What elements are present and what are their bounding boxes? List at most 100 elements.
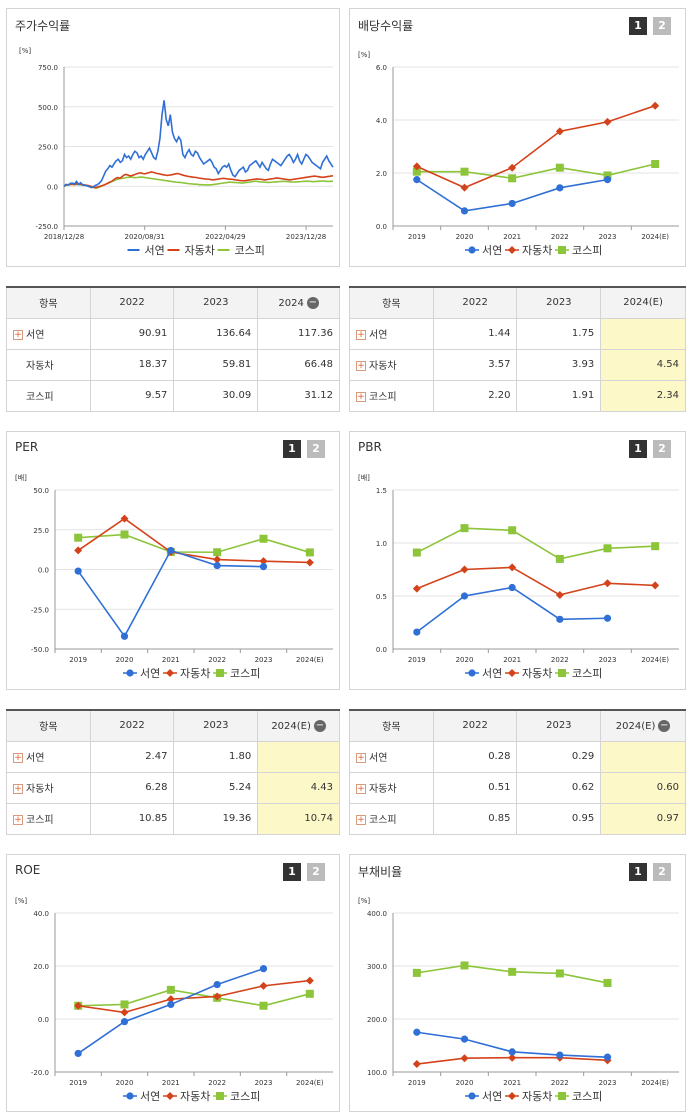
expand-icon[interactable]: + — [13, 330, 23, 340]
collapse-icon[interactable]: − — [313, 719, 326, 732]
row-name: 코스피 — [26, 815, 54, 826]
data-point — [167, 546, 175, 555]
series-line — [77, 517, 310, 564]
panel-title: 배당수익률 — [358, 19, 414, 33]
expand-icon[interactable]: + — [356, 330, 366, 340]
y-tick-label: -50.0 — [31, 646, 49, 654]
data-point — [259, 981, 268, 990]
expand-icon[interactable]: + — [356, 784, 366, 794]
y-tick-label: 250.0 — [38, 144, 58, 152]
collapse-icon[interactable]: − — [306, 296, 319, 309]
view-2-button[interactable]: 2 — [653, 863, 671, 881]
cell-value: 1.75 — [571, 328, 595, 339]
series-line — [78, 979, 310, 1014]
data-point — [603, 117, 612, 126]
value-cell: 19.36 — [173, 802, 259, 835]
cell-value: 90.91 — [138, 328, 168, 339]
x-tick-label: 2023 — [255, 1079, 273, 1087]
collapse-icon[interactable]: − — [658, 719, 671, 732]
data-point — [216, 669, 224, 677]
y-tick-label: 300.0 — [367, 963, 387, 971]
series-line — [77, 549, 264, 638]
data-point — [603, 579, 612, 588]
header-label: 2022 — [462, 297, 488, 309]
row-name-cell: + 서연 — [6, 317, 91, 350]
value-cell: 10.74 — [257, 802, 340, 835]
value-cell: 9.57 — [89, 379, 175, 412]
data-point — [120, 1000, 129, 1009]
data-point — [259, 557, 268, 566]
table-row: + 서연 2.47 1.80 — [6, 740, 340, 773]
x-tick-label: 2022 — [551, 1079, 569, 1087]
value-cell: 6.28 — [89, 771, 175, 804]
table-header-cell: 2024− — [257, 286, 340, 319]
y-tick-label: 1.0 — [376, 540, 387, 548]
debt-ratio-chart: [%] 400.0 300.0 200.0 100.0 2019 2020 2021 2022 2… — [358, 897, 679, 1103]
view-1-button[interactable]: 1 — [629, 17, 647, 35]
cell-value: 0.97 — [656, 813, 679, 824]
x-tick-label: 2024(E) — [296, 1079, 324, 1087]
legend-label: 서연 — [482, 667, 502, 680]
cell-value: 0.28 — [488, 751, 511, 762]
expand-icon[interactable]: + — [356, 815, 366, 825]
view-1-button[interactable]: 1 — [629, 440, 647, 458]
header-label: 2023 — [546, 720, 572, 732]
expand-icon[interactable]: + — [356, 361, 366, 371]
view-2-button[interactable]: 2 — [653, 17, 671, 35]
value-cell: 117.36 — [257, 317, 340, 350]
expand-icon[interactable]: + — [13, 753, 23, 763]
table-header-cell: 2023 — [516, 709, 602, 742]
row-name: 코스피 — [369, 815, 397, 826]
panel-title: 주가수익률 — [15, 19, 71, 33]
row-name-cell: + 코스피 — [6, 802, 91, 835]
y-tick-label: -250.0 — [35, 223, 58, 231]
cell-value: 2.20 — [488, 390, 511, 401]
data-point — [305, 976, 314, 985]
row-name: 코스피 — [26, 392, 54, 403]
data-point — [556, 615, 564, 623]
unit-label: [%] — [15, 897, 27, 905]
x-tick-label: 2019 — [408, 1079, 426, 1087]
table-row: + 자동차 3.57 3.93 4.54 — [349, 348, 686, 381]
table-row: + 서연 1.44 1.75 — [349, 317, 686, 350]
expand-icon[interactable]: + — [13, 815, 23, 825]
cell-value: 6.28 — [145, 782, 168, 793]
data-point — [556, 184, 564, 192]
view-1-button[interactable]: 1 — [629, 863, 647, 881]
expand-icon[interactable]: + — [356, 753, 366, 763]
data-point — [460, 565, 469, 574]
x-tick-label: 2023 — [599, 656, 617, 664]
cell-value: 9.57 — [145, 390, 168, 401]
view-2-button[interactable]: 2 — [653, 440, 671, 458]
table-row: + 서연 0.28 0.29 — [349, 740, 686, 773]
data-point — [555, 554, 564, 563]
data-point — [508, 199, 516, 208]
view-1-button[interactable]: 1 — [283, 440, 301, 458]
expand-icon[interactable]: + — [13, 784, 23, 794]
value-cell: 0.29 — [516, 740, 602, 773]
data-point — [508, 1092, 516, 1100]
legend-label: 코스피 — [572, 667, 602, 680]
series-line — [63, 171, 334, 189]
data-point — [603, 176, 612, 184]
cell-value: 30.09 — [222, 390, 252, 401]
data-point — [412, 167, 421, 176]
panel-title: 부채비율 — [358, 865, 403, 879]
view-2-button[interactable]: 2 — [307, 863, 325, 881]
view-1-button[interactable]: 1 — [283, 863, 301, 881]
expand-icon[interactable]: + — [356, 392, 366, 402]
y-tick-label: 4.0 — [376, 117, 387, 125]
row-name: 서연 — [26, 753, 45, 764]
series-line — [416, 527, 656, 560]
row-name-cell: 자동차 — [6, 348, 91, 381]
cell-value: 10.74 — [304, 813, 333, 824]
data-point — [213, 561, 221, 570]
row-name-cell: + 자동차 — [349, 348, 434, 381]
view-2-button[interactable]: 2 — [307, 440, 325, 458]
legend-label: 서연 — [140, 1090, 160, 1103]
data-point — [468, 1092, 476, 1100]
unit-label: [%] — [19, 47, 31, 55]
cell-value: 0.85 — [488, 813, 511, 824]
header-label: 2024(E) — [623, 297, 663, 309]
x-tick-label: 2024(E) — [641, 1079, 669, 1087]
